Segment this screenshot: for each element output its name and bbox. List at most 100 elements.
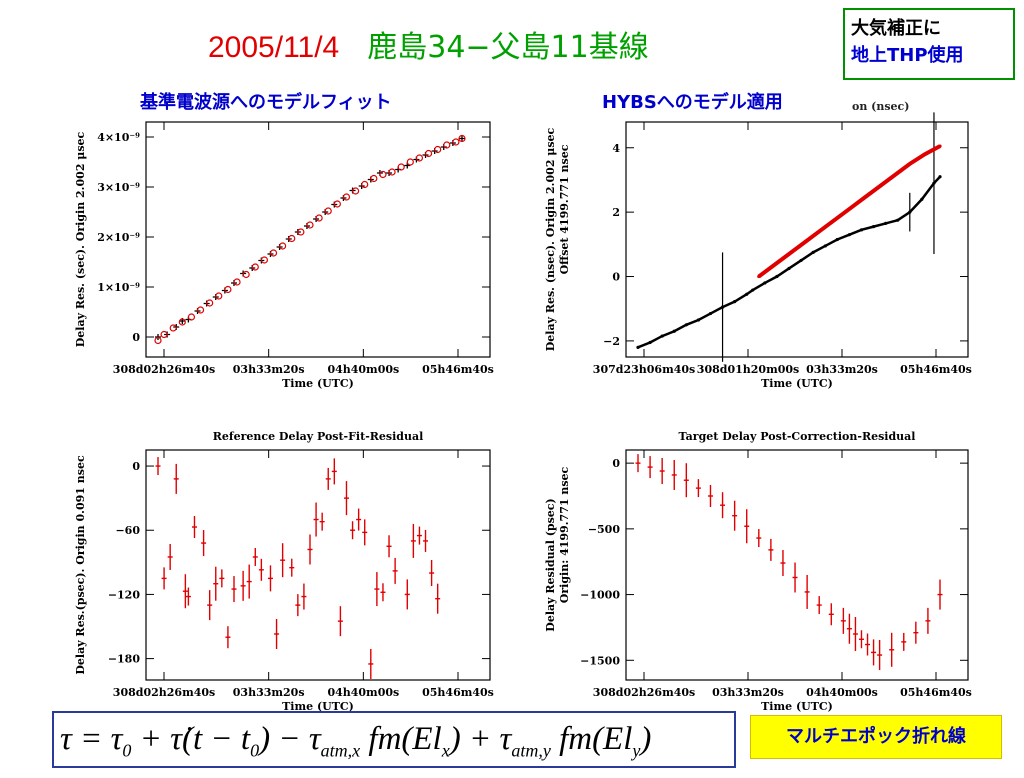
data-point <box>938 144 942 148</box>
data-point <box>893 173 897 177</box>
x-tick-label: 308d01h20m00s <box>697 363 799 376</box>
title-date: 2005/11/4 <box>208 31 340 64</box>
data-point <box>908 162 912 166</box>
data-point <box>361 180 369 189</box>
x-tick-label: 03h33m20s <box>233 363 305 376</box>
data-point <box>775 274 779 279</box>
y-tick-label: −120 <box>108 588 141 601</box>
y-axis-title: Delay Res. (nsec). Origin 2.002 μsec <box>544 127 557 351</box>
y-tick-label: 3×10⁻⁹ <box>97 181 140 194</box>
data-point <box>751 288 755 292</box>
data-point <box>434 145 442 154</box>
data-point <box>288 234 296 243</box>
subheader-reference-fit: 基準電波源へのモデルフィット <box>140 92 392 113</box>
x-tick-label: 05h46m40s <box>422 363 494 376</box>
x-tick-label: 05h46m40s <box>900 686 972 699</box>
data-point <box>452 138 460 146</box>
x-tick-label: 05h46m40s <box>900 363 972 376</box>
data-point <box>923 152 927 156</box>
x-axis-title: Time (UTC) <box>761 700 833 713</box>
data-point <box>324 207 332 215</box>
data-point <box>648 340 652 345</box>
note-line-2: 地上THP使用 <box>851 45 964 66</box>
data-point <box>370 174 378 183</box>
data-point <box>178 318 186 326</box>
data-point <box>379 170 387 179</box>
data-point <box>920 197 924 201</box>
data-point <box>187 313 196 321</box>
y-tick-label: 4 <box>612 142 620 155</box>
data-point <box>388 168 396 176</box>
x-tick-label: 03h33m20s <box>712 686 784 699</box>
chart-reference-model-fit: 0 1×10⁻⁹ 2×10⁻⁹ 3×10⁻⁹ 4×10⁻⁹ 308d02h26m40s 03… <box>74 121 494 390</box>
atmosphere-note-box: 大気補正に 地上THP使用 <box>843 8 1015 80</box>
data-point <box>802 241 806 245</box>
y-tick-label: 0 <box>132 331 140 344</box>
chart-hybs-model-apply: −2 0 2 4 307d23h06m40s 308d01h20m00s 03h33m20s… <box>544 112 972 390</box>
data-point <box>160 330 168 339</box>
plot-frame <box>625 449 969 681</box>
y-tick-label: −2 <box>603 335 620 348</box>
plot-frame <box>145 449 491 681</box>
y-tick-label: 2×10⁻⁹ <box>97 231 140 244</box>
data-point <box>733 300 737 304</box>
series-line-red <box>757 144 941 279</box>
data-point <box>823 244 827 248</box>
data-point <box>636 345 640 349</box>
data-point <box>787 252 791 256</box>
data-point <box>315 214 323 222</box>
data-point <box>696 318 700 322</box>
y-axis-title: Delay Res.(psec). Origin 0.091 nsec <box>74 455 87 675</box>
data-point <box>342 193 351 201</box>
data-point <box>269 249 278 257</box>
multi-epoch-badge: マルチエポック折れ線 <box>750 715 1002 759</box>
chart-target-residual: Target Delay Post-Correction-Residual 0 −5… <box>544 430 972 713</box>
data-point <box>458 134 466 143</box>
data-point <box>835 237 839 242</box>
data-point <box>242 270 250 279</box>
x-tick-label: 308d02h26m40s <box>593 686 695 699</box>
data-point <box>799 258 803 263</box>
data-point <box>415 154 424 162</box>
data-point <box>333 200 341 208</box>
data-point <box>787 266 791 271</box>
data-point <box>859 228 864 232</box>
x-axis-title: Time (UTC) <box>761 377 833 390</box>
y-axis-offset-label: Offset 4199.771 nsec <box>558 144 571 274</box>
data-point <box>406 158 414 166</box>
x-tick-label: 05h46m40s <box>422 686 494 699</box>
x-tick-label: 307d23h06m40s <box>593 363 695 376</box>
data-point <box>215 292 223 300</box>
plot-frame <box>625 121 969 358</box>
y-tick-label: 1×10⁻⁹ <box>97 281 140 294</box>
data-point <box>251 263 259 271</box>
x-tick-label: 03h33m20s <box>806 363 878 376</box>
subheader-hybs-apply: HYBSへのモデル適用 <box>602 92 783 113</box>
data-point <box>878 184 882 188</box>
plot-frame <box>145 121 491 358</box>
data-point <box>884 221 888 226</box>
y-tick-label: −1000 <box>580 589 620 602</box>
data-point <box>832 218 836 222</box>
x-tick-label: 308d02h26m40s <box>113 686 215 699</box>
data-point <box>763 281 767 285</box>
data-point <box>817 229 821 234</box>
data-point <box>206 299 214 307</box>
data-point <box>757 274 761 279</box>
x-tick-label: 308d02h26m40s <box>113 363 215 376</box>
data-point <box>847 207 851 211</box>
data-point <box>847 233 851 237</box>
note-line-1: 大気補正に <box>851 18 941 39</box>
data-point <box>896 218 900 222</box>
y-tick-label: −180 <box>108 653 141 666</box>
y-axis-offset-label: Origin: 4199.771 nsec <box>558 466 571 603</box>
data-point <box>233 278 241 286</box>
data-point <box>260 256 268 264</box>
y-tick-label: −1500 <box>580 654 620 667</box>
x-tick-label: 04h40m00s <box>327 363 399 376</box>
title-baseline: 鹿島34−父島11基線 <box>367 30 649 65</box>
cut-off-axis-label: on (nsec) <box>852 100 910 113</box>
x-axis-title: Time (UTC) <box>282 377 354 390</box>
plot-title: Reference Delay Post-Fit-Residual <box>213 430 424 443</box>
y-tick-label: 2 <box>612 206 620 219</box>
